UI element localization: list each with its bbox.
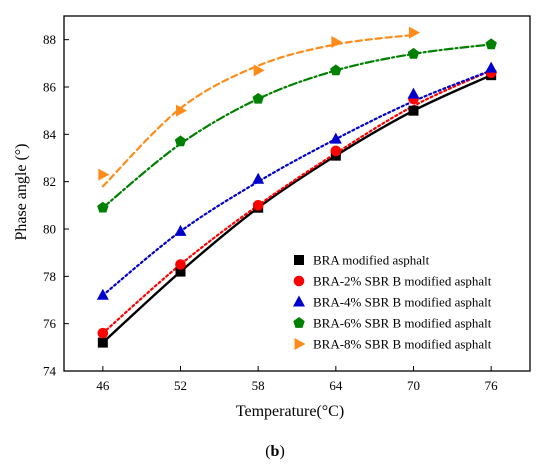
y-tick-label: 80: [43, 222, 56, 237]
x-tick-label: 58: [252, 378, 265, 393]
legend-label-series-4: BRA-6% SBR B modified asphalt: [313, 316, 492, 331]
data-point-series-4: [485, 38, 497, 50]
data-point-series-3: [252, 172, 265, 184]
legend-label-series-3: BRA-4% SBR B modified asphalt: [313, 295, 492, 310]
data-point-series-2: [252, 200, 264, 211]
data-point-series-5: [331, 36, 343, 49]
legend-label-series-1: BRA modified asphalt: [313, 253, 430, 268]
y-tick-label: 82: [43, 174, 56, 189]
y-tick-label: 84: [43, 127, 57, 142]
plot-frame: [63, 15, 531, 372]
legend: BRA modified asphalt BRA-2% SBR B modifie…: [293, 253, 492, 352]
data-point-series-4: [252, 92, 264, 104]
y-axis-ticks: 74 76 78 80 82 84 86 88: [43, 32, 69, 379]
y-tick-label: 86: [43, 80, 57, 95]
data-point-series-2: [175, 259, 186, 270]
data-point-series-3: [329, 132, 342, 144]
data-point-series-3: [96, 288, 109, 300]
panel-label-letter: b: [271, 443, 280, 460]
panel-label: (b): [265, 443, 285, 460]
y-tick-label: 74: [43, 364, 57, 379]
legend-marker-series-3: [293, 295, 305, 307]
panel-label-open: (: [265, 443, 270, 460]
data-point-series-3: [407, 87, 420, 99]
x-axis-title: Temperature(°C): [236, 403, 344, 420]
data-point-series-5: [98, 168, 110, 181]
data-markers: [96, 26, 498, 348]
data-point-series-4: [174, 135, 187, 147]
legend-marker-series-1: [294, 255, 304, 265]
data-point-series-3: [485, 61, 498, 73]
legend-marker-series-2: [293, 275, 305, 287]
legend-label-series-2: BRA-2% SBR B modified asphalt: [313, 274, 492, 289]
data-point-series-3: [174, 224, 187, 236]
x-tick-label: 46: [96, 378, 110, 393]
data-point-series-4: [330, 64, 342, 76]
y-tick-label: 78: [43, 269, 56, 284]
x-tick-label: 76: [485, 378, 499, 393]
fit-curve-series-2: [101, 69, 493, 335]
data-point-series-5: [253, 64, 265, 77]
legend-marker-series-4: [293, 317, 305, 328]
data-point-series-2: [330, 145, 342, 157]
data-point-series-1: [408, 105, 419, 116]
y-axis-title: Phase angle (°): [13, 143, 30, 240]
data-point-series-4: [97, 201, 109, 213]
x-tick-label: 64: [329, 378, 343, 393]
legend-marker-series-5: [294, 338, 306, 350]
data-point-series-2: [97, 327, 109, 339]
fit-curve-series-1: [101, 73, 493, 344]
data-point-series-1: [175, 266, 186, 277]
x-axis-ticks: 46 52 58 64 70 76: [96, 366, 498, 393]
fit-curve-series-5: [101, 33, 415, 188]
panel-label-close: ): [279, 443, 284, 460]
fit-curve-series-3: [101, 69, 493, 297]
data-point-series-5: [409, 26, 420, 39]
y-tick-label: 88: [43, 32, 56, 47]
x-tick-label: 70: [407, 378, 420, 393]
x-tick-label: 52: [174, 378, 187, 393]
data-point-series-5: [176, 104, 187, 117]
data-point-series-4: [407, 47, 420, 59]
y-tick-label: 76: [43, 316, 57, 331]
legend-label-series-5: BRA-8% SBR B modified asphalt: [313, 337, 492, 352]
data-point-series-1: [97, 337, 108, 348]
